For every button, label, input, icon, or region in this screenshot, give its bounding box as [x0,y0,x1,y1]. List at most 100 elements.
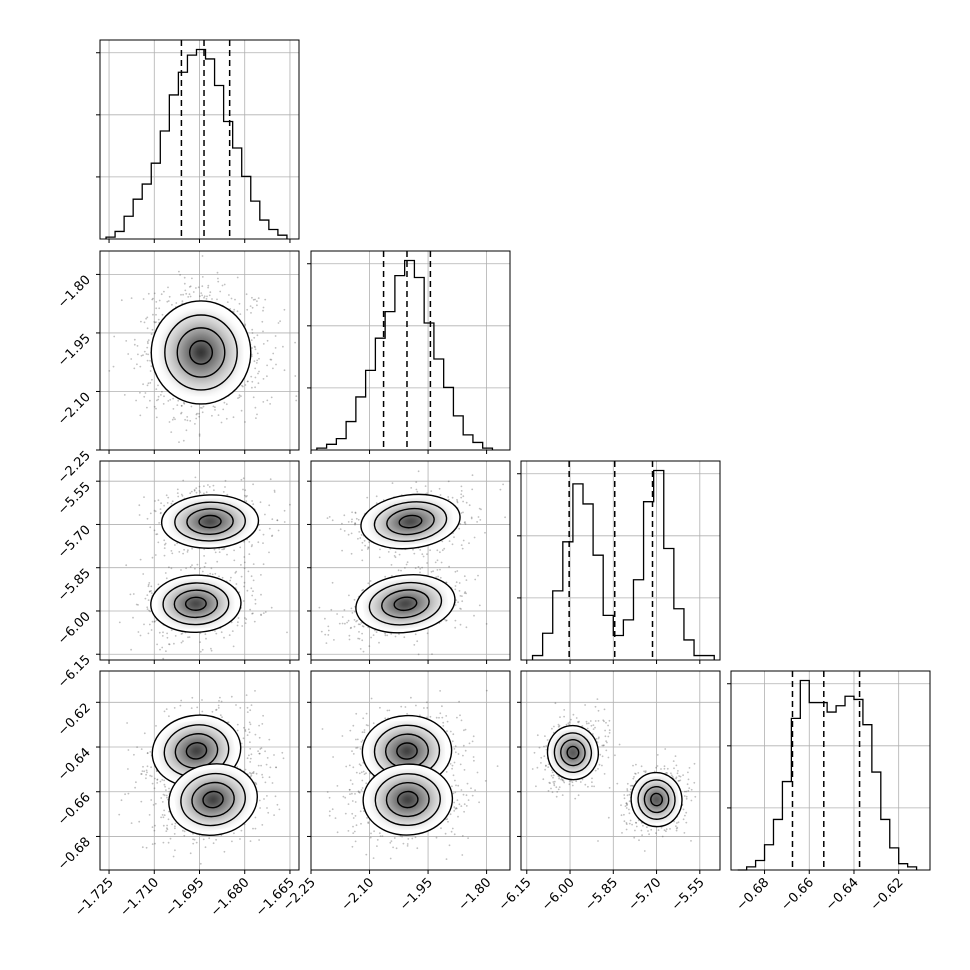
scatter-point [462,495,465,498]
scatter-point [172,855,175,858]
scatter-point [249,840,252,842]
scatter-point [264,513,266,516]
scatter-point [355,712,358,715]
scatter-point [343,530,346,532]
scatter-point [268,504,271,507]
scatter-point [160,293,163,296]
scatter-point [146,384,149,387]
scatter-point [499,488,502,491]
scatter-point [150,592,153,594]
scatter-point [141,770,144,772]
scatter-point [126,722,128,724]
scatter-point [238,396,241,399]
scatter-point [190,490,193,493]
scatter-point [192,842,195,845]
density-mode-0 [160,494,260,549]
scatter-point [141,846,144,849]
scatter-point [339,528,342,531]
scatter-point [199,567,202,570]
scatter-point [365,772,367,775]
scatter-point [470,517,473,520]
scatter-point [151,556,154,559]
scatter-point [178,441,180,443]
scatter-point [268,738,271,741]
scatter-point [147,632,150,635]
scatter-point [404,567,406,569]
scatter-point [243,585,246,588]
scatter-point [440,561,443,564]
scatter-point [271,535,273,537]
scatter-point [144,392,147,394]
scatter-point [151,328,154,331]
scatter-point [393,555,396,557]
scatter-point [254,348,257,351]
scatter-point [336,613,338,615]
scatter-point [417,653,420,656]
scatter-point [354,511,357,514]
scatter-point [194,567,196,570]
scatter-point [161,646,164,649]
scatter-point [223,547,226,550]
scatter-point [353,619,356,621]
scatter-point [146,608,149,610]
scatter-point [136,345,139,347]
scatter-point [477,516,480,518]
scatter-point [150,629,153,631]
density-shading [172,500,248,543]
scatter-point [165,708,168,710]
scatter-point [421,553,424,556]
scatter-point [157,318,160,321]
scatter-point [155,725,157,727]
scatter-point [260,593,262,596]
scatter-point [219,290,222,293]
panel-content [100,461,299,660]
contour-line [355,574,456,634]
scatter-point [154,510,157,513]
scatter-point [171,823,174,826]
scatter-point [416,490,419,493]
scatter-point [203,565,206,568]
scatter-point [324,633,327,636]
scatter-point [295,399,298,402]
scatter-point [242,385,244,388]
scatter-point [485,623,488,625]
scatter-point [223,283,226,286]
scatter-point [271,518,274,521]
scatter-point [127,749,130,751]
scatter-point [240,564,242,566]
scatter-point [163,554,166,557]
scatter-point [266,364,268,367]
scatter-point [464,591,467,593]
scatter-point [240,829,243,832]
scatter-point [260,764,262,767]
scatter-point [465,592,467,595]
scatter-point [257,372,259,375]
scatter-point [143,350,146,353]
scatter-point [231,630,234,632]
histogram-step [105,48,288,239]
scatter-point [164,572,167,574]
scatter-point [168,295,171,298]
scatter-point [166,824,169,827]
scatter-point [154,554,157,556]
scatter-point [155,321,157,323]
scatter-point [218,700,220,702]
scatter-point [223,636,225,639]
scatter-point [254,376,257,379]
scatter-point [394,635,397,638]
scatter-point [348,594,350,597]
scatter-point [211,298,213,300]
scatter-point [137,604,139,606]
scatter-point [182,479,185,482]
scatter-point [165,577,168,580]
scatter-point [249,757,252,760]
scatter-point [171,418,174,421]
scatter-point [135,781,137,784]
scatter-point [451,543,454,546]
scatter-point [424,485,427,487]
scatter-point [143,321,146,324]
scatter-point [384,634,387,637]
scatter-point [256,334,259,337]
scatter-point [182,552,185,555]
scatter-point [365,782,368,785]
